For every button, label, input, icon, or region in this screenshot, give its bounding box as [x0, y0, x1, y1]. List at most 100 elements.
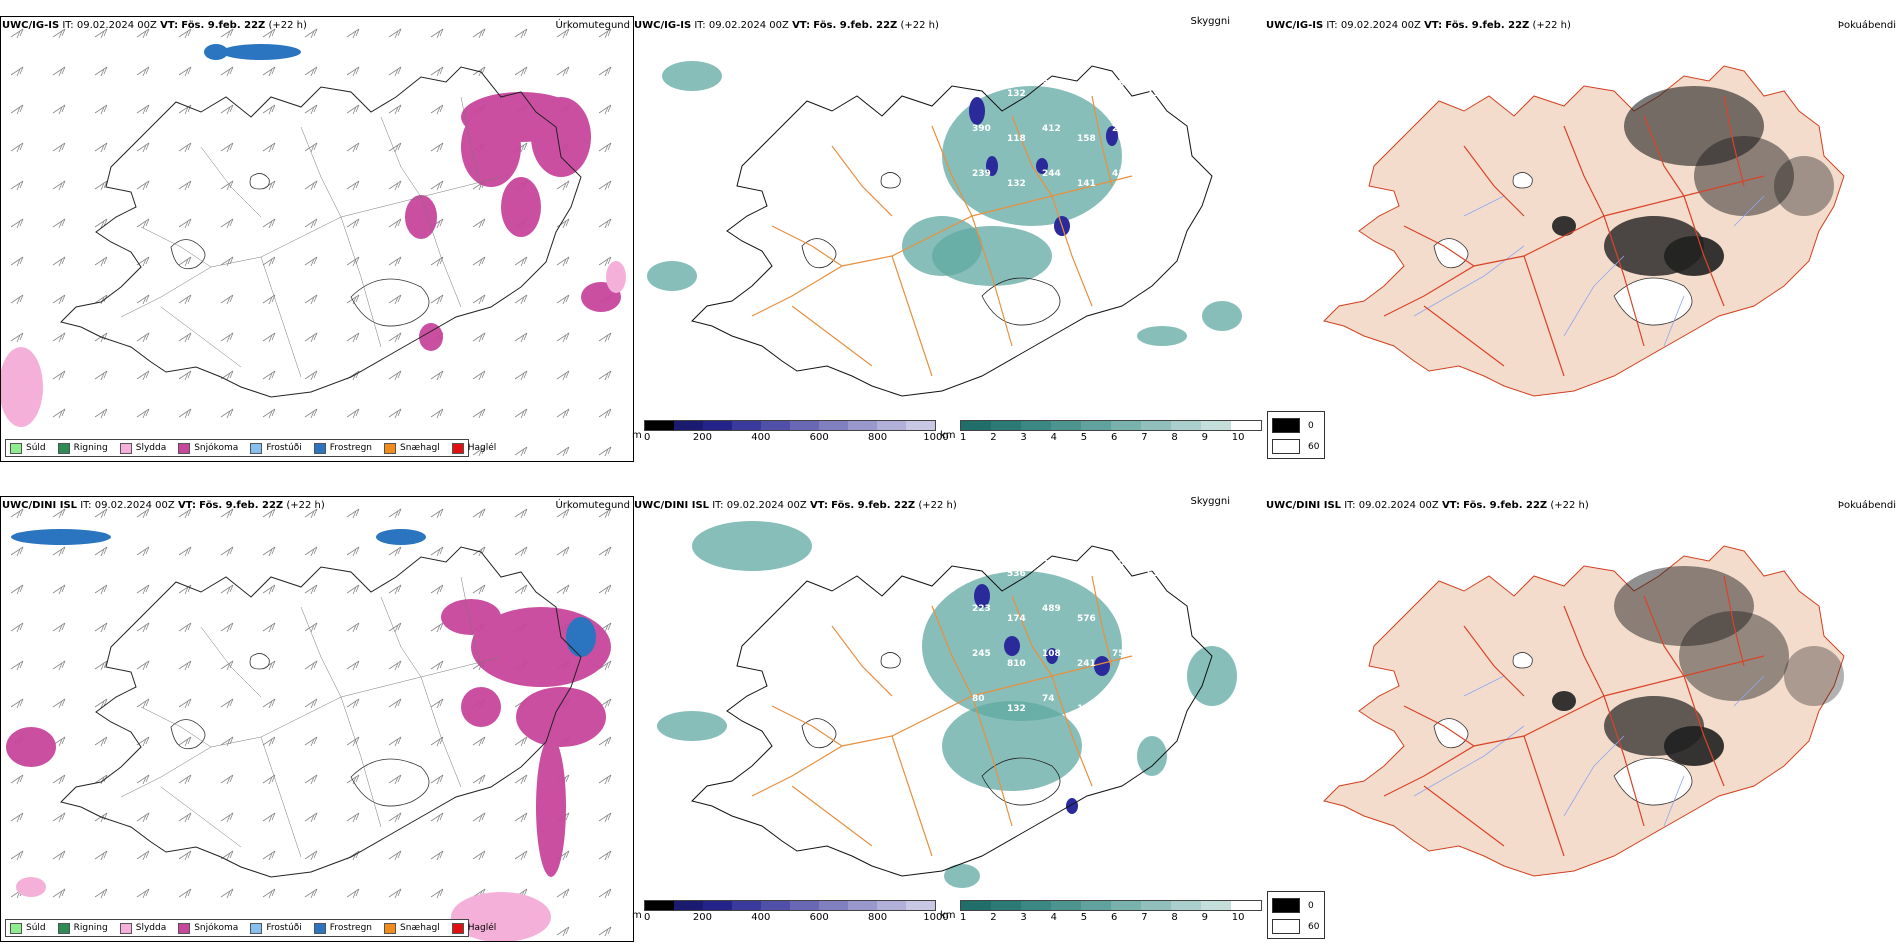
colorbar-cell	[1081, 901, 1111, 910]
visibility-map: 692 132 364 474 785 19 390 118 412 158 230 153 239 13…	[632, 16, 1264, 460]
colorbar-cell	[1171, 901, 1201, 910]
legend-label: Rigning	[73, 443, 108, 453]
colorbar-cell	[790, 421, 819, 430]
vis-km-colorbar: 1 2 3 4 5 6 7 8 9 10	[960, 900, 1262, 930]
visibility-value: 80	[972, 694, 985, 704]
fog-legend-swatch	[1272, 439, 1300, 454]
legend-swatch	[313, 442, 326, 454]
fog-legend-swatch	[1272, 418, 1300, 433]
colorbar-cell	[1111, 421, 1141, 430]
visibility-value: 340	[1147, 179, 1166, 189]
fog-legend-row: 60	[1272, 919, 1320, 934]
colorbar-cell	[1231, 421, 1261, 430]
visibility-map: 720 536 20 132 203 650 223 174 489 576 192 206 245 81…	[632, 496, 1264, 940]
legend-label: Frostúði	[266, 443, 302, 453]
colorbar-cell	[819, 421, 848, 430]
colorbar-cell	[732, 901, 761, 910]
visibility-value: 19	[1147, 89, 1160, 99]
legend-label: Súld	[26, 443, 46, 453]
colorbar-cell	[1171, 421, 1201, 430]
colorbar-tick: 400	[751, 432, 771, 443]
colorbar-cell	[674, 901, 703, 910]
fog-legend-label: 0	[1308, 420, 1314, 431]
visibility-value: 20	[1042, 559, 1055, 569]
legend-item-snjókoma: Snjókoma	[178, 442, 238, 454]
legend-swatch	[384, 922, 397, 934]
vis-km-colorbar: 1 2 3 4 5 6 7 8 9 10	[960, 420, 1262, 450]
colorbar-tick: 800	[868, 432, 888, 443]
legend-item-frostúði: Frostúði	[250, 442, 302, 454]
vis-header: UWC/DINI ISL IT: 09.02.2024 00Z VT: Fös.…	[634, 500, 957, 511]
legend-item-haglél: Haglél	[451, 922, 497, 934]
vis-header: UWC/IG-IS IT: 09.02.2024 00Z VT: Fös. 9.…	[634, 20, 939, 31]
precip-legend: Súld Rigning Slydda Snjókoma Frostúði Frostre…	[5, 919, 496, 937]
fog-legend-swatch	[1272, 898, 1300, 913]
fog-legend: 0 60	[1267, 411, 1325, 459]
legend-label: Frostregn	[329, 443, 373, 453]
vis-m-unit: m	[632, 430, 642, 441]
visibility-value: 132	[1077, 569, 1096, 579]
row-ig-is: UWC/IG-IS IT: 09.02.2024 00Z VT: Fös. 9.…	[0, 0, 1900, 470]
colorbar-tick: 600	[809, 912, 829, 923]
colorbar-cell	[1021, 421, 1051, 430]
cloud-title: Þokuábendi	[1837, 20, 1896, 31]
visibility-value: 153	[1147, 134, 1166, 144]
colorbar-cell	[1231, 901, 1261, 910]
precip-header: UWC/IG-IS IT: 09.02.2024 00Z VT: Fös. 9.…	[2, 20, 307, 31]
precip-type-map: Súld Rigning Slydda Snjókoma Frostúði Frostre…	[0, 496, 634, 942]
vis-map-svg: 692 132 364 474 785 19 390 118 412 158 230 153 239 13…	[647, 61, 1242, 397]
visibility-value: 74	[1042, 694, 1055, 704]
visibility-value: 203	[1112, 559, 1131, 569]
vis-map-svg: 720 536 20 132 203 650 223 174 489 576 192 206 245 81…	[657, 521, 1237, 888]
colorbar-tick: 400	[751, 912, 771, 923]
legend-label: Haglél	[467, 923, 497, 933]
legend-label: Haglél	[467, 443, 497, 453]
colorbar-tick: 8	[1171, 912, 1178, 923]
colorbar-tick: 200	[692, 432, 712, 443]
legend-item-frostregn: Frostregn	[313, 922, 372, 934]
legend-swatch	[10, 442, 22, 454]
legend-swatch	[119, 442, 132, 454]
colorbar-cell	[703, 901, 732, 910]
visibility-value: 158	[1077, 134, 1096, 144]
precip-map-svg	[1, 28, 626, 457]
legend-swatch	[178, 442, 191, 454]
visibility-value: 245	[972, 649, 991, 659]
colorbar-tick: 800	[868, 912, 888, 923]
colorbar-cell	[761, 901, 790, 910]
fog-legend-row: 60	[1272, 439, 1320, 454]
legend-label: Snjókoma	[194, 923, 239, 933]
colorbar-tick: 1000	[923, 432, 949, 443]
legend-item-slydda: Slydda	[119, 922, 166, 934]
precip-header: UWC/DINI ISL IT: 09.02.2024 00Z VT: Fös.…	[2, 500, 325, 511]
vis-m-colorbar: 0 200 400 600 800 1000	[644, 900, 949, 930]
visibility-value: 785	[1112, 79, 1131, 89]
visibility-value: 489	[1042, 604, 1061, 614]
visibility-value: 223	[972, 604, 991, 614]
colorbar-tick: 1	[960, 432, 967, 443]
cloud-header: UWC/DINI ISL IT: 09.02.2024 00Z VT: Fös.…	[1266, 500, 1589, 511]
legend-item-snæhagl: Snæhagl	[384, 442, 440, 454]
fog-legend-label: 60	[1308, 441, 1320, 452]
colorbar-cell	[848, 421, 877, 430]
visibility-value: 364	[1042, 79, 1061, 89]
visibility-value: 174	[1007, 614, 1026, 624]
fog-legend-row: 0	[1272, 898, 1320, 913]
colorbar-tick: 3	[1020, 912, 1027, 923]
visibility-value: 390	[972, 124, 991, 134]
fog-map-svg	[1323, 545, 1845, 877]
precip-title: Úrkomutegund	[555, 20, 630, 31]
colorbar-cell	[645, 421, 674, 430]
legend-item-snjókoma: Snjókoma	[178, 922, 239, 934]
colorbar-cell	[991, 901, 1021, 910]
visibility-value: 230	[1112, 124, 1131, 134]
precip-type-map: Súld Rigning Slydda Snjókoma Frostúði Frostre…	[0, 16, 634, 462]
legend-swatch	[384, 442, 397, 454]
legend-item-snæhagl: Snæhagl	[384, 922, 440, 934]
colorbar-cell	[819, 901, 848, 910]
colorbar-cell	[1081, 421, 1111, 430]
colorbar-tick: 0	[644, 912, 651, 923]
colorbar-tick: 2	[990, 912, 997, 923]
legend-label: Snæhagl	[400, 443, 440, 453]
legend-swatch	[10, 922, 22, 934]
